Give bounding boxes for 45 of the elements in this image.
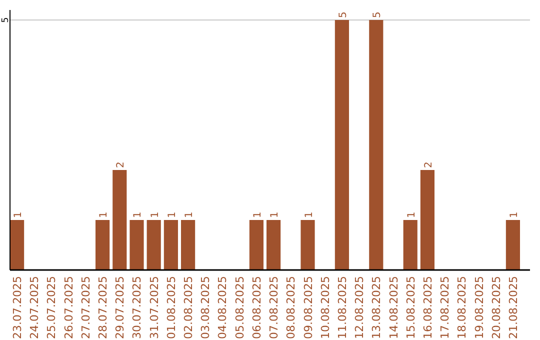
data-label: 1 bbox=[166, 212, 178, 218]
x-tick-label: 12.08.2025 bbox=[353, 276, 366, 339]
data-label: 1 bbox=[98, 212, 110, 218]
data-label: 1 bbox=[406, 212, 418, 218]
data-label: 1 bbox=[270, 212, 281, 218]
data-label: 1 bbox=[184, 212, 196, 218]
x-tick-label: 15.08.2025 bbox=[404, 276, 418, 339]
x-tick-label: 17.08.2025 bbox=[438, 276, 452, 339]
x-tick-label: 18.08.2025 bbox=[456, 276, 469, 339]
data-label: 1 bbox=[13, 212, 24, 218]
x-tick-label: 27.07.2025 bbox=[79, 276, 92, 339]
x-tick-label: 14.08.2025 bbox=[387, 276, 400, 339]
x-tick-label: 20.08.2025 bbox=[490, 276, 503, 339]
x-tick-label: 19.08.2025 bbox=[472, 276, 486, 339]
data-label: 5 bbox=[372, 12, 384, 18]
data-label: 1 bbox=[132, 212, 144, 218]
x-tick-label: 31.07.2025 bbox=[148, 276, 161, 339]
data-label: 5 bbox=[338, 12, 349, 18]
x-tick-label: 01.08.2025 bbox=[164, 276, 178, 339]
x-tick-label: 25.07.2025 bbox=[45, 276, 58, 339]
x-tick-label: 11.08.2025 bbox=[336, 276, 349, 339]
x-tick-label: 08.08.2025 bbox=[284, 276, 298, 339]
data-label: 1 bbox=[252, 212, 264, 218]
x-tick-label: 26.07.2025 bbox=[62, 276, 76, 339]
x-tick-label: 16.08.2025 bbox=[421, 276, 434, 339]
x-tick-label: 28.07.2025 bbox=[96, 276, 110, 339]
x-tick-label: 10.08.2025 bbox=[318, 276, 332, 339]
x-tick-label: 03.08.2025 bbox=[199, 276, 212, 339]
data-label: 2 bbox=[423, 162, 434, 168]
x-tick-label: 23.07.2025 bbox=[11, 276, 24, 339]
x-tick-label: 13.08.2025 bbox=[370, 276, 384, 339]
x-tick-label: 29.07.2025 bbox=[114, 276, 127, 339]
x-tick-label: 07.08.2025 bbox=[268, 276, 281, 339]
x-tick-label: 06.08.2025 bbox=[250, 276, 264, 339]
data-label: 1 bbox=[508, 212, 520, 218]
x-tick-label: 30.07.2025 bbox=[130, 276, 144, 339]
x-tick-label: 24.07.2025 bbox=[28, 276, 42, 339]
x-tick-label: 05.08.2025 bbox=[233, 276, 246, 339]
x-tick-label: 21.08.2025 bbox=[506, 276, 520, 339]
x-tick-label: 02.08.2025 bbox=[182, 276, 196, 339]
data-label: 2 bbox=[116, 162, 127, 168]
x-tick-label: 09.08.2025 bbox=[302, 276, 315, 339]
x-tick-label: 04.08.2025 bbox=[216, 276, 230, 339]
data-label: 1 bbox=[304, 212, 315, 218]
data-label: 1 bbox=[150, 212, 161, 218]
